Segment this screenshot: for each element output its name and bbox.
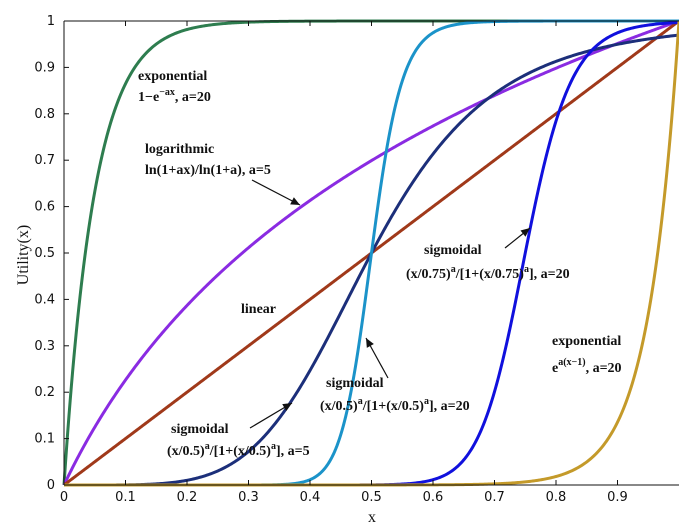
annotation-arrows bbox=[249, 179, 531, 429]
y-tick-label: 0 bbox=[47, 478, 55, 493]
y-tick-label: 0.4 bbox=[34, 292, 55, 307]
x-tick-label: 0.6 bbox=[423, 490, 444, 505]
sig05-20-arrow-head bbox=[366, 338, 374, 348]
y-tick-label: 0.3 bbox=[34, 339, 55, 354]
y-tick-label: 0.5 bbox=[34, 246, 55, 261]
exp1-title: exponential bbox=[138, 69, 207, 84]
x-tick-label: 0 bbox=[60, 490, 68, 505]
axes-group: 0 0.1 0.2 0.3 0.4 0.5 0.6 0.7 0.8 0.9 0 0.1 0.2 0.3 0.… bbox=[34, 14, 679, 505]
y-axis-label: Utility(x) bbox=[15, 225, 32, 285]
x-tick-label: 0.7 bbox=[484, 490, 505, 505]
exp1-formula: 1−e−ax, a=20 bbox=[138, 87, 211, 105]
sig05-5-title: sigmoidal bbox=[171, 422, 229, 437]
y-tick-label: 0.9 bbox=[34, 60, 55, 75]
y-tick-label: 0.8 bbox=[34, 107, 55, 122]
x-tick-label: 0.8 bbox=[546, 490, 567, 505]
y-tick-label: 1 bbox=[47, 14, 55, 29]
x-tick-label: 0.1 bbox=[115, 490, 136, 505]
log-arrow-head bbox=[290, 197, 300, 205]
sig075-title: sigmoidal bbox=[424, 243, 482, 258]
log-title: logarithmic bbox=[145, 142, 214, 157]
linear-label: linear bbox=[241, 302, 276, 317]
x-axis-label: x bbox=[368, 509, 376, 525]
y-tick-label: 0.2 bbox=[34, 385, 55, 400]
x-tick-label: 0.9 bbox=[607, 490, 628, 505]
x-tick-label: 0.4 bbox=[300, 490, 321, 505]
sig05-5-arrow-head bbox=[282, 403, 292, 412]
series-log-line bbox=[62, 19, 679, 486]
sig075-formula: (x/0.75)a/[1+(x/0.75)a], a=20 bbox=[406, 264, 570, 282]
log-arrow bbox=[251, 179, 301, 206]
sig075-arrow-head bbox=[520, 228, 530, 237]
sig05-20-title: sigmoidal bbox=[326, 376, 384, 391]
x-tick-label: 0.3 bbox=[238, 490, 259, 505]
x-tick-label: 0.2 bbox=[177, 490, 198, 505]
sig05-20-formula: (x/0.5)a/[1+(x/0.5)a], a=20 bbox=[320, 396, 470, 414]
exp2-title: exponential bbox=[552, 334, 621, 349]
log-formula: ln(1+ax)/ln(1+a), a=5 bbox=[145, 163, 271, 178]
y-tick-label: 0.7 bbox=[34, 153, 55, 168]
x-tick-label: 0.5 bbox=[361, 490, 382, 505]
sig05-5-formula: (x/0.5)a/[1+(x/0.5)a], a=5 bbox=[167, 441, 310, 459]
exp2-formula: ea(x−1), a=20 bbox=[552, 357, 622, 376]
y-tick-label: 0.6 bbox=[34, 200, 55, 215]
y-tick-label: 0.1 bbox=[34, 432, 55, 447]
